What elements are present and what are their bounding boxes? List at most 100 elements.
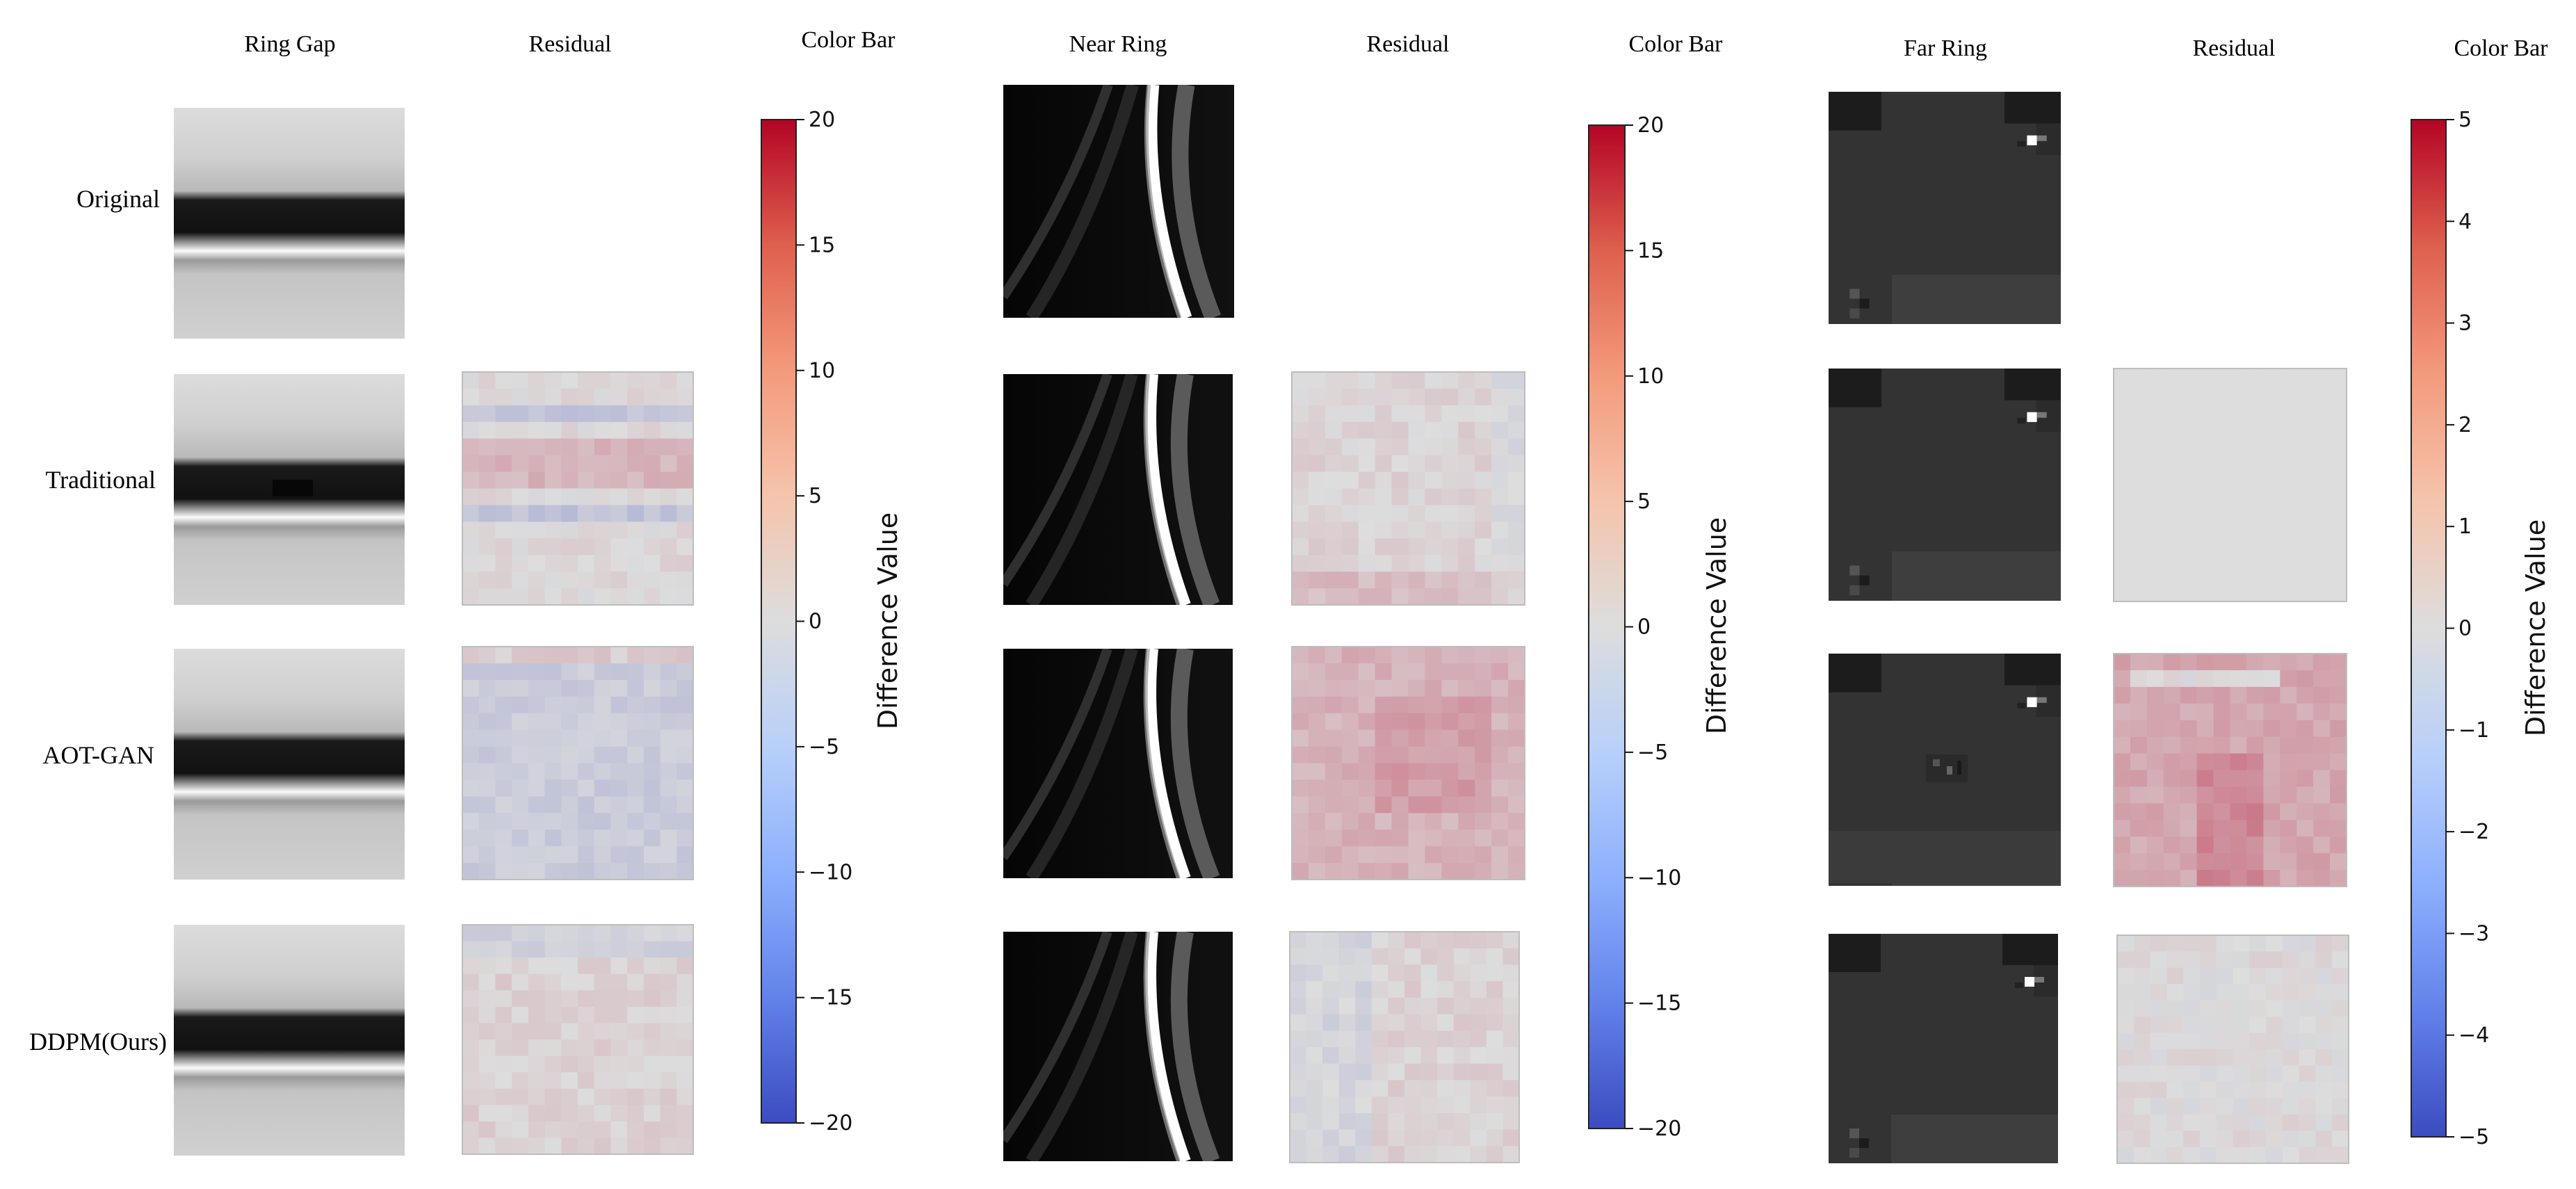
residual-cell	[2296, 401, 2314, 419]
residual-cell	[610, 973, 628, 991]
residual-cell	[528, 729, 546, 747]
residual-cell	[1355, 997, 1372, 1015]
residual-cell	[478, 588, 496, 606]
residual-cell	[478, 973, 496, 991]
residual-cell	[2246, 770, 2264, 787]
residual-cell	[2282, 967, 2300, 985]
residual-cell	[1290, 1030, 1307, 1048]
residual-cell	[2163, 836, 2181, 854]
residual-cell	[1341, 488, 1359, 505]
residual-cell	[1292, 663, 1309, 681]
colorbar-1-label: Difference Value	[873, 512, 903, 729]
residual-cell	[2330, 703, 2347, 721]
residual-cell	[1437, 1014, 1455, 1031]
residual-cell	[1508, 372, 1525, 389]
residual-cell	[2263, 703, 2281, 721]
residual-cell	[2213, 703, 2231, 721]
residual-cell	[1308, 696, 1326, 714]
residual-cell	[578, 713, 595, 731]
residual-cell	[1322, 964, 1340, 982]
residual-cell	[1391, 729, 1409, 747]
residual-cell	[1355, 1063, 1372, 1081]
residual-cell	[1290, 1080, 1307, 1097]
residual-cell	[462, 925, 480, 942]
residual-cell	[1420, 1030, 1438, 1048]
residual-cell	[478, 990, 496, 1008]
residual-cell	[544, 863, 562, 880]
residual-cell	[2117, 1000, 2134, 1017]
colorbar-2-tick-label: −10	[1637, 866, 1681, 890]
residual-cell	[1437, 1113, 1455, 1131]
residual-cell	[1470, 932, 1487, 949]
residual-cell	[1355, 964, 1372, 982]
residual-cell	[495, 663, 512, 681]
residual-cell	[2196, 703, 2214, 721]
residual-cell	[495, 1072, 512, 1090]
residual-cell	[2296, 753, 2314, 771]
residual-cell	[2163, 853, 2181, 871]
residual-cell	[610, 405, 628, 423]
residual-cell	[627, 863, 645, 880]
residual-cell	[677, 555, 694, 572]
residual-cell	[660, 1088, 677, 1106]
panel2-image-header: Near Ring	[1069, 31, 1167, 57]
residual-cell	[1306, 1097, 1323, 1114]
residual-cell	[1308, 521, 1326, 539]
residual-cell	[1425, 521, 1442, 539]
residual-cell	[2230, 385, 2247, 403]
residual-cell	[462, 505, 480, 522]
residual-cell	[462, 746, 480, 764]
residual-cell	[2117, 1065, 2134, 1083]
residual-heatmaps	[462, 368, 2349, 1164]
residual-cell	[610, 647, 628, 664]
residual-cell	[528, 1088, 546, 1106]
colorbar-3-tick-label: 4	[2458, 209, 2472, 234]
residual-cell	[1470, 1113, 1487, 1131]
residual-cell	[660, 679, 677, 697]
residual-cell	[1391, 746, 1409, 764]
residual-cell	[495, 796, 512, 814]
residual-cell	[1458, 421, 1475, 439]
residual-cell	[2216, 1065, 2234, 1083]
residual-cell	[1486, 1129, 1504, 1147]
panel3-residual-header: Residual	[2193, 35, 2276, 61]
residual-cell	[1458, 588, 1475, 606]
residual-cell	[2296, 670, 2314, 688]
residual-cell	[1292, 796, 1309, 814]
residual-cell	[1441, 388, 1459, 406]
residual-cell	[2146, 820, 2164, 837]
residual-cell	[512, 471, 529, 490]
residual-cell	[2313, 485, 2331, 502]
residual-cell	[1358, 555, 1376, 572]
residual-cell	[561, 846, 578, 864]
residual-cell	[2163, 485, 2181, 502]
residual-cell	[2130, 385, 2148, 403]
residual-cell	[544, 538, 562, 556]
residual-cell	[1292, 813, 1309, 830]
residual-cell	[478, 455, 496, 473]
residual-cell	[578, 488, 595, 505]
residual-cell	[1338, 964, 1356, 982]
residual-cell	[462, 990, 480, 1008]
residual-cell	[2313, 753, 2331, 771]
residual-cell	[1306, 1113, 1323, 1131]
residual-cell	[2114, 369, 2131, 386]
residual-cell	[660, 941, 677, 958]
residual-cell	[660, 372, 677, 389]
residual-cell	[2230, 435, 2247, 453]
residual-cell	[544, 1121, 562, 1139]
panel1-residual-header: Residual	[529, 31, 612, 57]
residual-cell	[2114, 770, 2131, 787]
residual-cell	[610, 941, 628, 958]
residual-cell	[2280, 670, 2297, 688]
residual-cell	[578, 471, 595, 490]
residual-tile-border	[1291, 646, 1525, 880]
residual-cell	[512, 729, 529, 747]
residual-cell	[660, 925, 677, 942]
residual-cell	[677, 1023, 694, 1040]
residual-cell	[1358, 696, 1376, 714]
colorbar-1-tick-label: 0	[809, 610, 822, 634]
residual-cell	[478, 572, 496, 589]
residual-cell	[512, 538, 529, 556]
